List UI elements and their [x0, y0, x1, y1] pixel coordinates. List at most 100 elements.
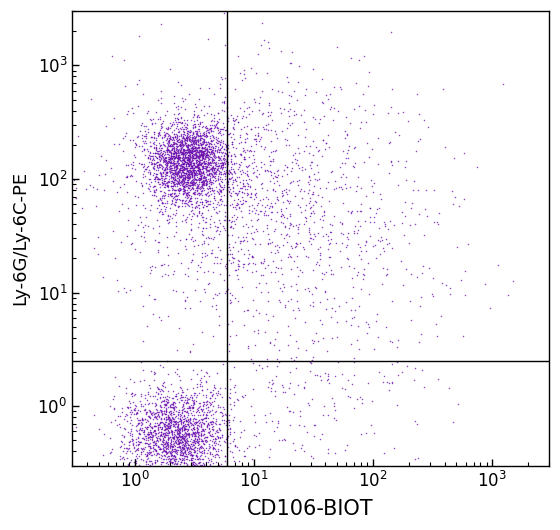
Point [372, 209, 381, 217]
Point [172, 131, 181, 140]
Point [151, 419, 160, 427]
Point [400, 230, 409, 239]
Point [152, 436, 161, 444]
Point [156, 87, 165, 95]
Point [224, 250, 233, 258]
Point [176, 140, 185, 149]
Point [347, 208, 356, 217]
Point [179, 169, 188, 178]
Point [123, 428, 132, 436]
Point [263, 165, 272, 174]
Point [183, 167, 192, 175]
Point [155, 160, 164, 168]
Point [194, 204, 203, 212]
Point [178, 94, 186, 102]
Point [242, 122, 251, 130]
Point [199, 398, 208, 406]
Point [170, 173, 179, 181]
Point [162, 146, 171, 154]
Point [184, 154, 193, 162]
Point [270, 427, 279, 436]
Point [244, 180, 253, 188]
Point [314, 168, 323, 176]
Point [164, 403, 172, 411]
Point [356, 123, 365, 132]
Point [193, 161, 202, 169]
Point [120, 444, 129, 453]
Point [195, 167, 204, 175]
Point [185, 165, 194, 174]
Point [213, 153, 222, 161]
Point [418, 269, 427, 277]
Point [73, 131, 82, 140]
Point [177, 138, 186, 147]
Point [164, 150, 172, 158]
Point [129, 444, 138, 452]
Point [212, 200, 221, 208]
Point [175, 424, 184, 432]
Point [207, 127, 216, 135]
Point [166, 173, 175, 182]
Point [217, 148, 226, 157]
Point [180, 153, 189, 162]
Point [174, 453, 183, 462]
Point [167, 151, 176, 159]
Point [162, 168, 171, 176]
Point [180, 173, 189, 182]
Point [209, 165, 218, 173]
Point [157, 149, 166, 158]
Point [388, 85, 397, 93]
Point [176, 416, 185, 424]
Point [250, 411, 259, 419]
Point [204, 154, 213, 163]
Point [171, 152, 180, 160]
Point [151, 136, 160, 144]
Point [155, 313, 164, 321]
Point [183, 148, 192, 156]
Point [122, 444, 130, 453]
Point [171, 170, 180, 179]
Point [156, 205, 165, 213]
Point [260, 410, 269, 419]
Point [151, 437, 160, 445]
Point [173, 154, 182, 163]
Point [218, 160, 227, 168]
Point [168, 156, 177, 165]
Point [196, 132, 205, 140]
Point [133, 80, 142, 88]
Point [155, 180, 164, 188]
Point [248, 163, 257, 172]
Point [199, 398, 208, 407]
Point [193, 135, 202, 144]
Point [191, 170, 200, 179]
Point [180, 199, 189, 207]
Point [172, 113, 181, 122]
Point [206, 136, 215, 145]
Point [193, 169, 202, 178]
Point [188, 458, 197, 467]
Point [328, 221, 337, 229]
Point [280, 283, 289, 292]
Point [341, 243, 350, 252]
Point [208, 184, 217, 192]
Point [170, 188, 179, 197]
Point [236, 417, 245, 425]
Point [390, 221, 399, 229]
Point [191, 162, 200, 171]
Point [203, 151, 212, 159]
Point [171, 162, 180, 170]
Point [305, 199, 314, 207]
Point [192, 160, 201, 168]
Point [225, 175, 234, 184]
Point [202, 377, 211, 386]
Point [169, 150, 178, 158]
Point [179, 454, 188, 462]
Point [205, 183, 214, 192]
Point [326, 239, 335, 248]
Point [188, 179, 197, 188]
Point [141, 134, 150, 142]
Point [174, 135, 183, 144]
Point [278, 210, 287, 218]
Point [181, 169, 190, 178]
Point [211, 445, 220, 453]
